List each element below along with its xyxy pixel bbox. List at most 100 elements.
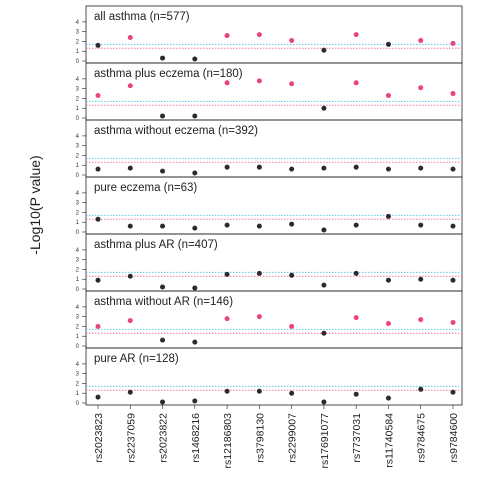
data-point — [385, 213, 391, 219]
data-point — [289, 37, 295, 43]
data-point — [95, 323, 101, 329]
data-point — [224, 80, 230, 86]
y-tick-label: 3 — [76, 144, 80, 150]
x-tick-label: rs7737031 — [351, 413, 363, 463]
x-tick-label: rs17691077 — [319, 413, 331, 469]
y-tick-label: 0 — [76, 287, 80, 293]
panel-title: pure AR (n=128) — [94, 353, 179, 365]
panel-2: asthma plus eczema (n=180) 0 1 2 3 4 — [76, 62, 463, 122]
x-tick-label: rs1468216 — [190, 413, 202, 463]
data-point — [385, 41, 391, 47]
panel-title: asthma without AR (n=146) — [94, 296, 233, 308]
x-axis: rs2023823 rs2237059 rs2023822 rs1468216 rs12… — [93, 405, 460, 468]
data-point — [418, 37, 424, 43]
data-point — [450, 389, 456, 395]
data-point — [95, 216, 101, 222]
data-point — [418, 276, 424, 282]
data-point — [256, 270, 262, 276]
data-point — [353, 32, 359, 38]
data-point — [192, 113, 198, 119]
data-point — [353, 315, 359, 321]
y-tick-label: 3 — [76, 30, 80, 36]
y-tick-label: 2 — [76, 381, 80, 387]
data-point — [192, 170, 198, 176]
panel-6: asthma without AR (n=146) 0 1 2 3 4 — [76, 290, 463, 350]
panel-title: all asthma (n=577) — [94, 11, 190, 23]
y-tick-label: 3 — [76, 372, 80, 378]
data-point — [385, 277, 391, 283]
y-tick-label: 2 — [76, 210, 80, 216]
data-point — [95, 277, 101, 283]
data-point — [418, 85, 424, 91]
y-tick-label: 2 — [76, 96, 80, 102]
data-point — [224, 164, 230, 170]
data-point — [256, 314, 262, 320]
data-point — [160, 284, 166, 290]
data-point — [95, 394, 101, 400]
data-point — [385, 93, 391, 99]
data-point — [450, 91, 456, 97]
x-tick-label: rs9784675 — [416, 413, 428, 463]
data-point — [289, 272, 295, 278]
data-point — [127, 318, 133, 324]
data-point — [450, 223, 456, 229]
data-point — [224, 33, 230, 39]
y-tick-label: 0 — [76, 344, 80, 350]
data-point — [160, 337, 166, 343]
y-tick-label: 4 — [76, 77, 80, 83]
data-point — [385, 321, 391, 327]
y-tick-label: 4 — [76, 134, 80, 140]
data-point — [192, 339, 198, 345]
x-tick-label: rs2023823 — [93, 413, 105, 463]
y-tick-label: 0 — [76, 173, 80, 179]
data-point — [256, 388, 262, 394]
y-tick-label: 3 — [76, 315, 80, 321]
data-point — [289, 323, 295, 329]
data-point — [450, 40, 456, 46]
data-point — [256, 32, 262, 38]
data-point — [224, 316, 230, 322]
data-point — [450, 320, 456, 326]
y-tick-label: 0 — [76, 230, 80, 236]
data-point — [450, 166, 456, 172]
panel-3: asthma without eczema (n=392) 0 1 2 3 4 — [76, 119, 463, 179]
data-point — [224, 271, 230, 277]
panel-title: pure eczema (n=63) — [94, 182, 197, 194]
data-point — [450, 277, 456, 283]
data-point — [127, 389, 133, 395]
data-point — [127, 273, 133, 279]
data-point — [160, 399, 166, 405]
data-point — [418, 165, 424, 171]
y-tick-label: 2 — [76, 39, 80, 45]
data-point — [321, 47, 327, 53]
y-tick-label: 4 — [76, 20, 80, 26]
data-point — [256, 223, 262, 229]
y-tick-label: 2 — [76, 324, 80, 330]
data-point — [192, 56, 198, 62]
data-point — [353, 164, 359, 170]
data-point — [321, 399, 327, 405]
y-tick-label: 3 — [76, 258, 80, 264]
data-point — [385, 395, 391, 401]
y-tick-label: 4 — [76, 191, 80, 197]
y-tick-label: 2 — [76, 267, 80, 273]
data-point — [95, 166, 101, 172]
data-point — [256, 78, 262, 84]
y-tick-label: 4 — [76, 362, 80, 368]
x-tick-label: rs2237059 — [125, 413, 137, 463]
y-axis-label: -Log10(P value) — [27, 155, 43, 254]
data-point — [321, 282, 327, 288]
panel-5: asthma plus AR (n=407) 0 1 2 3 4 — [76, 233, 463, 293]
data-point — [127, 165, 133, 171]
data-point — [192, 398, 198, 404]
data-point — [321, 227, 327, 233]
y-tick-label: 1 — [76, 277, 80, 283]
data-point — [321, 165, 327, 171]
data-point — [127, 35, 133, 41]
panel-1: all asthma (n=577) 0 1 2 3 4 — [76, 5, 463, 65]
panel-4: pure eczema (n=63) 0 1 2 3 4 — [76, 176, 463, 236]
data-point — [289, 221, 295, 227]
data-point — [353, 80, 359, 86]
y-tick-label: 1 — [76, 106, 80, 112]
x-tick-label: rs2023822 — [158, 413, 170, 463]
